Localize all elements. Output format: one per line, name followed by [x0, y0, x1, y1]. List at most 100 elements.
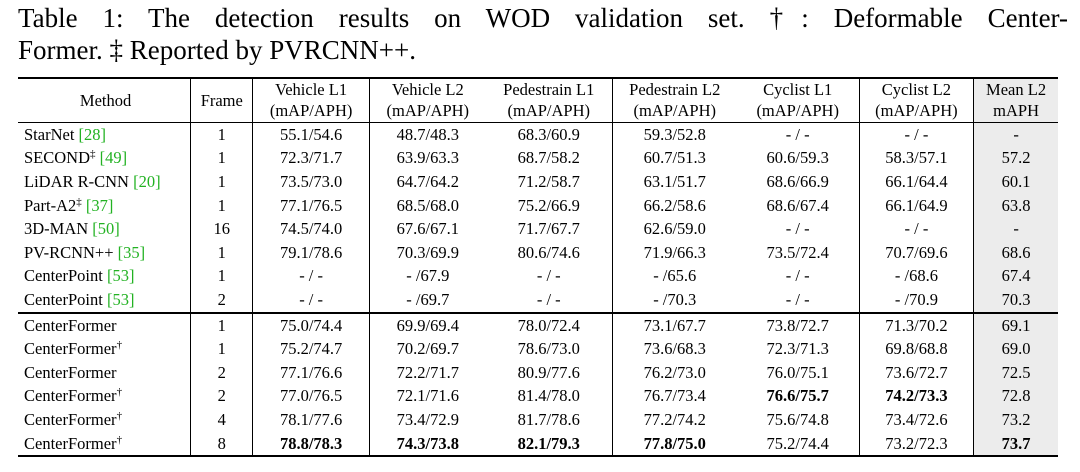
method-superscript: †	[116, 386, 123, 399]
best-value: 74.3/73.8	[396, 433, 459, 453]
value-cell: 70.7/69.6	[859, 240, 975, 265]
value-cell: 76.2/73.0	[643, 362, 706, 382]
citation-link: [20]	[133, 171, 161, 191]
frame-cell: 2	[190, 384, 254, 409]
method-name: LiDAR R-CNN	[24, 171, 134, 191]
value-cell: 66.1/64.9	[859, 193, 975, 218]
citation-link: [50]	[92, 219, 120, 239]
table-row: CenterFormer† 2 77.0/76.5 72.1/71.6 81.4/78.…	[18, 384, 1058, 409]
frame-cell: 4	[190, 408, 254, 432]
value-cell: 63.1/51.7	[643, 171, 706, 191]
frame-cell: 1	[190, 146, 254, 171]
mean-cell: 70.3	[973, 288, 1058, 313]
value-cell: 76.7/73.4	[643, 386, 706, 406]
method-name: SECOND	[24, 148, 91, 168]
mean-cell: -	[973, 217, 1058, 241]
value-cell: 68.6/67.4	[736, 193, 860, 218]
value-cell: 77.1/76.5	[252, 193, 370, 218]
mean-cell: 67.4	[973, 264, 1058, 289]
value-cell: - / -	[736, 264, 860, 289]
frame-cell: 1	[190, 337, 254, 361]
table-row: CenterPoint [53] 2- / -- /69.7- / -- /70.…	[18, 288, 1058, 313]
table-body: StarNet [28] 1 55.1/54.6 48.7/48.3 68.3/60.9…	[18, 122, 1058, 458]
value-cell: 71.3/70.2	[859, 311, 975, 338]
value-cell: 77.1/76.6	[252, 360, 370, 385]
method-cell: StarNet [28]	[18, 122, 192, 147]
value-cell: 55.1/54.6	[252, 122, 370, 147]
method-name: CenterFormer	[24, 386, 117, 406]
method-cell: LiDAR R-CNN [20]	[18, 170, 192, 194]
mean-cell: 72.5	[973, 360, 1058, 385]
table-row: 3D-MAN [50] 16 74.5/74.0 67.6/67.1 71.7/67.7…	[18, 217, 1058, 241]
value-cell: 69.8/68.8	[859, 337, 975, 361]
value-cell: 70.2/69.7	[396, 339, 459, 359]
header-col-top: Cyclist L2	[859, 77, 975, 100]
header-frame: Frame	[190, 77, 254, 123]
value-cell: - /70.3	[653, 289, 697, 309]
table-row: CenterPoint [53] 1- / -- /67.9- / -- /65.…	[18, 264, 1058, 289]
header-col-top: Pedestrain L2	[612, 77, 737, 100]
mean-cell: 69.1	[973, 311, 1058, 338]
value-cell: 75.2/66.9	[485, 193, 613, 218]
method-cell: CenterFormer	[18, 311, 192, 338]
value-cell: 67.6/67.1	[396, 219, 459, 239]
value-cell: 80.6/74.6	[485, 240, 613, 265]
table-row: PV-RCNN++ [35] 1 79.1/78.6 70.3/69.9 80.6/74…	[18, 240, 1058, 265]
value-cell: 63.9/63.3	[396, 148, 459, 168]
value-cell: 66.1/64.4	[859, 170, 975, 194]
value-cell: 75.2/74.4	[736, 431, 860, 458]
header-method: Method	[18, 77, 192, 123]
value-cell: 68.5/68.0	[396, 195, 459, 215]
value-cell: 58.3/57.1	[859, 146, 975, 171]
method-cell: CenterFormer†	[18, 337, 192, 361]
mean-cell: 57.2	[973, 146, 1058, 171]
value-cell: 81.7/78.6	[485, 408, 613, 432]
header-col-bottom: (mAP/APH)	[612, 100, 737, 123]
frame-cell: 1	[190, 122, 254, 147]
method-name: CenterFormer	[24, 315, 117, 335]
value-cell: - / -	[252, 264, 370, 289]
table-row: CenterFormer 1 75.0/74.4 69.9/69.4 78.0/72.4…	[18, 311, 1058, 338]
method-name: PV-RCNN++	[24, 242, 118, 262]
value-cell: - /70.9	[859, 288, 975, 313]
value-cell: 69.9/69.4	[369, 311, 486, 338]
value-cell: - /69.7	[406, 289, 450, 309]
header-col-bottom: (mAP/APH)	[736, 100, 860, 123]
value-cell: 71.7/67.7	[485, 217, 613, 241]
citation-link: [53]	[106, 266, 135, 286]
value-cell: 60.6/59.3	[736, 146, 860, 171]
best-value: 82.1/79.3	[517, 433, 580, 453]
value-cell: 73.6/68.3	[643, 339, 706, 359]
value-cell: 66.2/58.6	[643, 195, 706, 215]
method-name: CenterFormer	[24, 362, 117, 382]
table-caption: Table 1: The detection results on WOD va…	[18, 2, 1068, 66]
method-cell: CenterFormer†	[18, 408, 192, 432]
value-cell: 76.0/75.1	[736, 360, 860, 385]
value-cell: 74.3/73.8	[369, 431, 486, 458]
method-name: Part-A2	[24, 195, 77, 215]
value-cell: 77.2/74.2	[643, 409, 706, 429]
value-cell: 76.6/75.7	[736, 384, 860, 409]
header-col-bottom: (mAP/APH)	[485, 100, 613, 123]
value-cell: 73.1/67.7	[612, 311, 737, 338]
value-cell: - / -	[736, 217, 860, 241]
value-cell: - / -	[736, 288, 860, 313]
method-superscript: †	[116, 339, 123, 352]
caption-line-1: Table 1: The detection results on WOD va…	[18, 3, 1068, 33]
method-cell: SECOND‡ [49]	[18, 146, 192, 171]
method-cell: CenterFormer	[18, 360, 192, 385]
header-col-top: Pedestrain L1	[485, 77, 613, 100]
value-cell: 72.3/71.3	[736, 337, 860, 361]
frame-cell: 2	[190, 360, 254, 385]
value-cell: 72.3/71.7	[252, 146, 370, 171]
method-name: CenterFormer	[24, 433, 117, 453]
value-cell: - / -	[859, 217, 975, 241]
method-cell: CenterPoint [53]	[18, 264, 192, 289]
value-cell: 77.0/76.5	[252, 384, 370, 409]
frame-cell: 16	[190, 217, 254, 241]
frame-cell: 8	[190, 431, 254, 458]
value-cell: 71.9/66.3	[643, 242, 706, 262]
method-cell: Part-A2‡ [37]	[18, 193, 192, 218]
table-row: CenterFormer† 4 78.1/77.6 73.4/72.9 81.7/78.…	[18, 408, 1058, 432]
value-cell: 81.4/78.0	[485, 384, 613, 409]
